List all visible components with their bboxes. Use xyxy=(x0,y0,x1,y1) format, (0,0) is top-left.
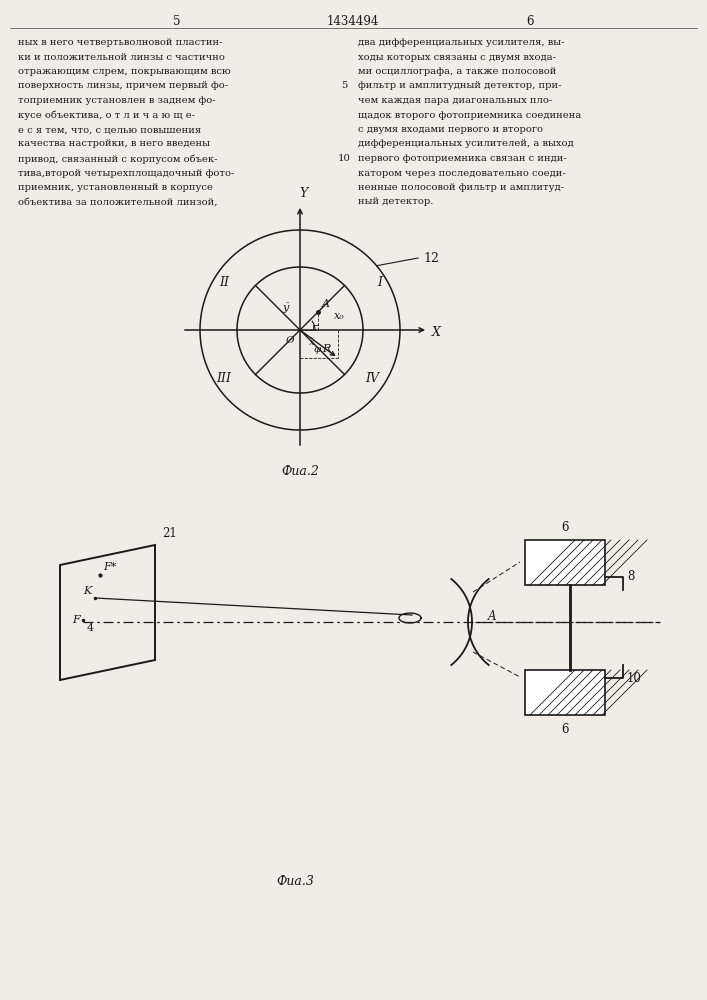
Text: отражающим слрем, покрывающим всю: отражающим слрем, покрывающим всю xyxy=(18,67,230,76)
Text: III: III xyxy=(216,371,231,384)
Text: Фиа.2: Фиа.2 xyxy=(281,465,319,478)
Text: с двумя входами первого и второго: с двумя входами первого и второго xyxy=(358,125,543,134)
Text: щадок второго фотоприемника соединена: щадок второго фотоприемника соединена xyxy=(358,110,581,119)
Text: A: A xyxy=(488,610,496,624)
Text: ный детектор.: ный детектор. xyxy=(358,198,433,207)
Text: топриемник установлен в заднем фо-: топриемник установлен в заднем фо- xyxy=(18,96,216,105)
Text: качества настройки, в него введены: качества настройки, в него введены xyxy=(18,139,210,148)
Text: 6: 6 xyxy=(526,15,534,28)
Text: 8: 8 xyxy=(627,570,634,584)
Text: поверхность линзы, причем первый фо-: поверхность линзы, причем первый фо- xyxy=(18,82,228,91)
Bar xyxy=(525,540,605,585)
Text: катором через последовательно соеди-: катором через последовательно соеди- xyxy=(358,168,566,178)
Text: 6: 6 xyxy=(561,521,568,534)
Text: A: A xyxy=(322,299,330,309)
Text: 10: 10 xyxy=(337,154,351,163)
Text: ненные полосовой фильтр и амплитуд-: ненные полосовой фильтр и амплитуд- xyxy=(358,183,564,192)
Text: e с я тем, что, с целью повышения: e с я тем, что, с целью повышения xyxy=(18,125,201,134)
Text: 21: 21 xyxy=(162,527,177,540)
Text: K: K xyxy=(83,586,91,596)
Text: φ: φ xyxy=(313,346,321,355)
Text: Фиа.3: Фиа.3 xyxy=(276,875,314,888)
Text: 5: 5 xyxy=(341,82,347,91)
Text: ходы которых связаны с двумя входа-: ходы которых связаны с двумя входа- xyxy=(358,52,556,62)
Text: 10: 10 xyxy=(627,672,642,684)
Text: F: F xyxy=(72,615,80,625)
Text: 4: 4 xyxy=(87,623,94,633)
Bar xyxy=(525,670,605,715)
Text: Y: Y xyxy=(300,187,308,200)
Text: фильтр и амплитудный детектор, при-: фильтр и амплитудный детектор, при- xyxy=(358,82,561,91)
Text: первого фотоприемника связан с инди-: первого фотоприемника связан с инди- xyxy=(358,154,567,163)
Text: x₀: x₀ xyxy=(334,311,345,321)
Text: IV: IV xyxy=(365,371,379,384)
Text: 12: 12 xyxy=(423,251,439,264)
Text: тива,второй четырехплощадочный фото-: тива,второй четырехплощадочный фото- xyxy=(18,168,235,178)
Text: X: X xyxy=(432,326,441,338)
Text: кусе объектива, о т л и ч а ю щ е-: кусе объектива, о т л и ч а ю щ е- xyxy=(18,110,195,120)
Text: приемник, установленный в корпусе: приемник, установленный в корпусе xyxy=(18,183,213,192)
Text: дифференциальных усилителей, а выход: дифференциальных усилителей, а выход xyxy=(358,139,573,148)
Text: привод, связанный с корпусом объек-: привод, связанный с корпусом объек- xyxy=(18,154,218,163)
Text: два дифференциальных усилителя, вы-: два дифференциальных усилителя, вы- xyxy=(358,38,564,47)
Text: 6: 6 xyxy=(561,723,568,736)
Text: F*: F* xyxy=(103,562,117,572)
Text: II: II xyxy=(219,275,229,288)
Text: R: R xyxy=(322,344,330,354)
Text: ми осциллографа, а также полосовой: ми осциллографа, а также полосовой xyxy=(358,67,556,76)
Text: ки и положительной линзы с частично: ки и положительной линзы с частично xyxy=(18,52,225,62)
Text: чем каждая пара диагональных пло-: чем каждая пара диагональных пло- xyxy=(358,96,552,105)
Text: объектива за положительной линзой,: объектива за положительной линзой, xyxy=(18,198,218,207)
Text: 5: 5 xyxy=(173,15,181,28)
Text: ỹ: ỹ xyxy=(283,303,289,313)
Text: I: I xyxy=(378,275,382,288)
Text: O: O xyxy=(286,336,294,345)
Text: ных в него четвертьволновой пластин-: ных в него четвертьволновой пластин- xyxy=(18,38,223,47)
Text: x̃: x̃ xyxy=(309,338,315,347)
Text: 1434494: 1434494 xyxy=(327,15,379,28)
